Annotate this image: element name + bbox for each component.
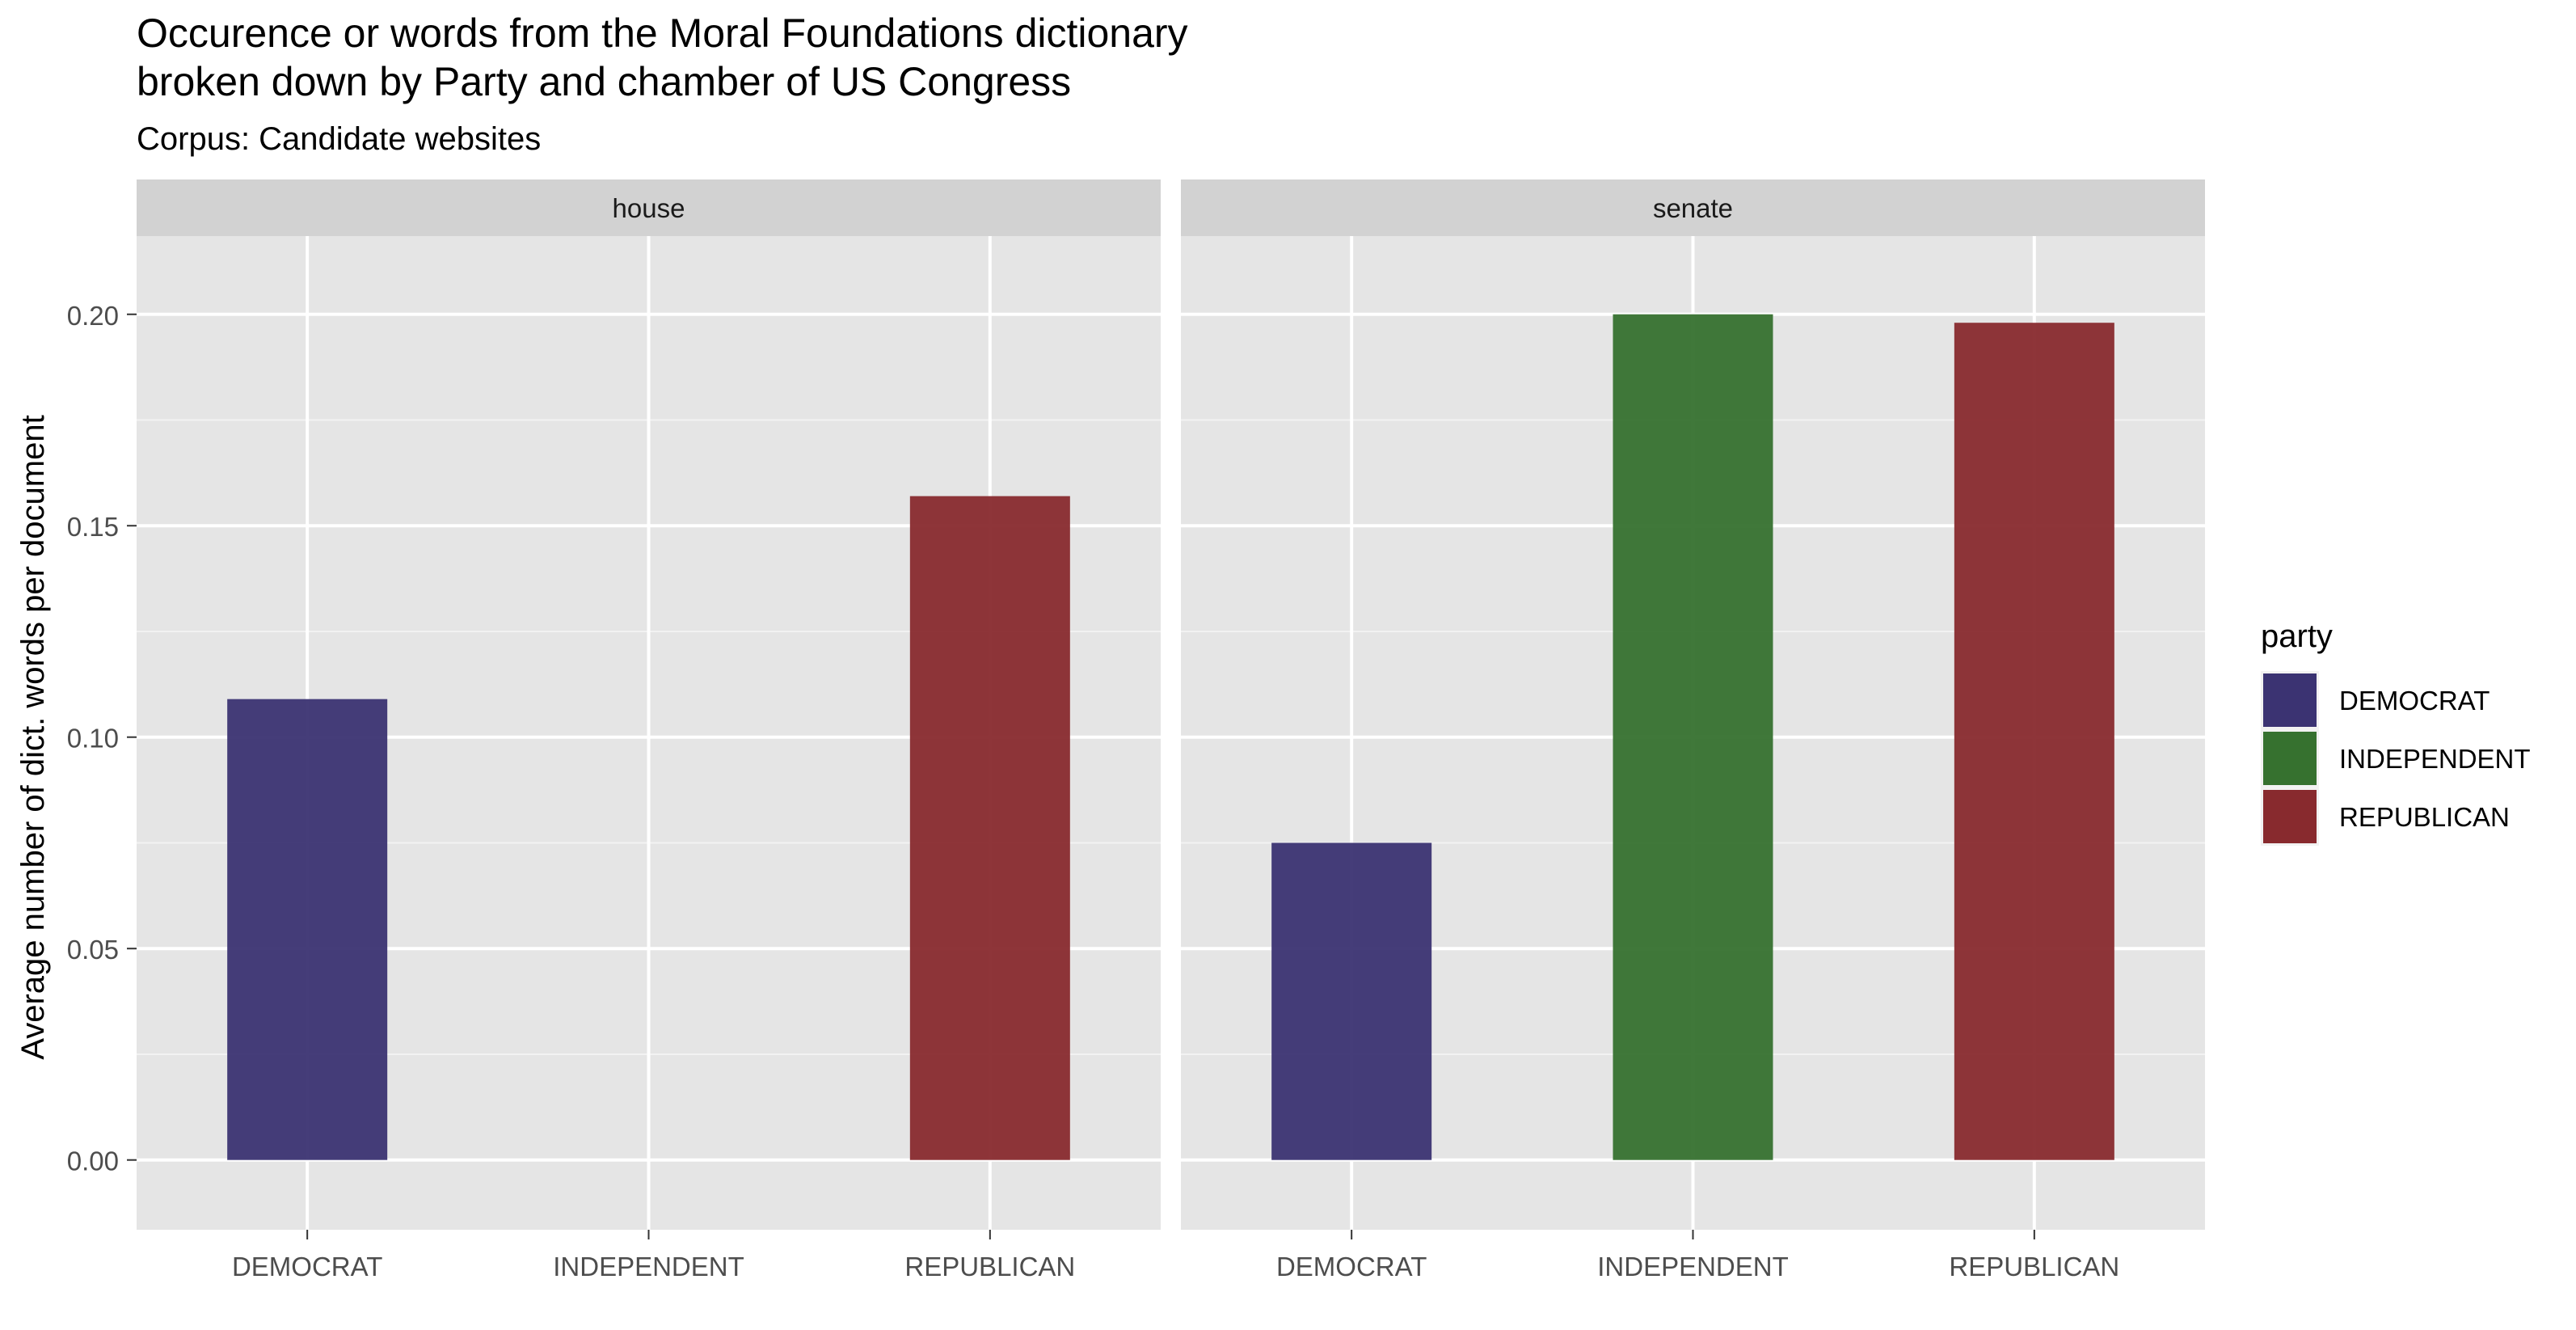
chart-subtitle: Corpus: Candidate websites — [137, 121, 541, 157]
facet-strip-label: senate — [1653, 193, 1733, 223]
bar-house-republican — [909, 496, 1070, 1160]
bar-senate-independent — [1613, 314, 1773, 1160]
bar-senate-republican — [1954, 323, 2114, 1160]
legend-swatch-democrat — [2263, 673, 2317, 727]
y-tick-label: 0.10 — [67, 724, 119, 754]
legend-swatch-republican — [2263, 790, 2317, 843]
facet-strip — [1181, 179, 2205, 236]
x-tick-label: DEMOCRAT — [232, 1252, 382, 1281]
facet-strip — [137, 179, 1161, 236]
y-tick-label: 0.20 — [67, 301, 119, 331]
y-axis-label: Average number of dict. words per docume… — [15, 415, 51, 1059]
x-axis: DEMOCRAT INDEPENDENT REPUBLICAN DEMOCRAT IND… — [232, 1230, 2119, 1281]
facet-panel-house: house — [137, 179, 1161, 1230]
legend-label: REPUBLICAN — [2339, 802, 2510, 832]
legend-title: party — [2261, 619, 2333, 654]
y-tick-label: 0.00 — [67, 1146, 119, 1176]
legend-label: INDEPENDENT — [2339, 744, 2531, 774]
facet-panels: house senate — [137, 179, 2205, 1230]
y-tick-label: 0.15 — [67, 512, 119, 542]
facet-strip-label: house — [613, 193, 685, 223]
bar-house-democrat — [227, 699, 388, 1160]
x-tick-label: DEMOCRAT — [1276, 1252, 1427, 1281]
legend-swatch-independent — [2263, 732, 2317, 785]
legend: party DEMOCRAT INDEPENDENT REPUBLICAN — [2261, 619, 2531, 846]
y-axis: 0.00 0.05 0.10 0.15 0.20 — [67, 301, 137, 1176]
y-tick-label: 0.05 — [67, 935, 119, 965]
x-tick-label: INDEPENDENT — [553, 1252, 744, 1281]
x-tick-label: INDEPENDENT — [1597, 1252, 1789, 1281]
x-tick-label: REPUBLICAN — [1949, 1252, 2119, 1281]
bar-senate-democrat — [1271, 842, 1432, 1160]
legend-label: DEMOCRAT — [2339, 686, 2490, 716]
chart-title-line1: Occurence or words from the Moral Founda… — [137, 11, 1188, 56]
chart-title-line2: broken down by Party and chamber of US C… — [137, 59, 1071, 104]
facet-panel-senate: senate — [1181, 179, 2205, 1230]
x-tick-label: REPUBLICAN — [904, 1252, 1075, 1281]
